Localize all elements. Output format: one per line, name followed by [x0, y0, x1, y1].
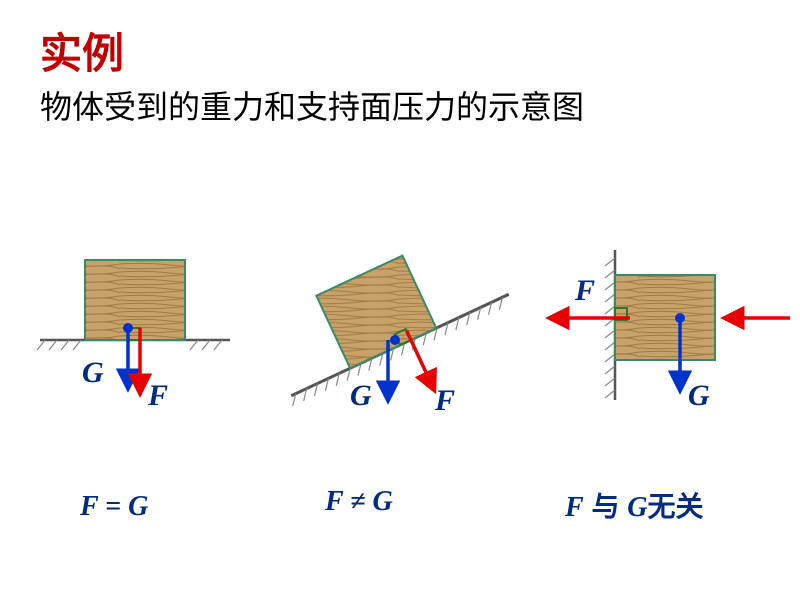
label-g-3: G [688, 379, 710, 412]
diagram-incline: G F [260, 225, 540, 455]
diagram-flat: G F [20, 230, 260, 450]
caption-1: F = G [80, 490, 148, 523]
diagram-area: G F [0, 230, 800, 480]
label-f-3: F [574, 274, 595, 307]
label-f-2: F [434, 384, 455, 417]
label-g-1: G [82, 356, 104, 389]
caption-3: F 与 G无关 [565, 485, 704, 525]
slide-subtitle: 物体受到的重力和支持面压力的示意图 [40, 85, 640, 130]
label-f-1: F [147, 379, 168, 412]
slide-title: 实例 [40, 20, 124, 81]
label-g-2: G [350, 379, 372, 412]
caption-2: F ≠ G [325, 485, 393, 518]
diagram-wall: F G [540, 230, 800, 450]
